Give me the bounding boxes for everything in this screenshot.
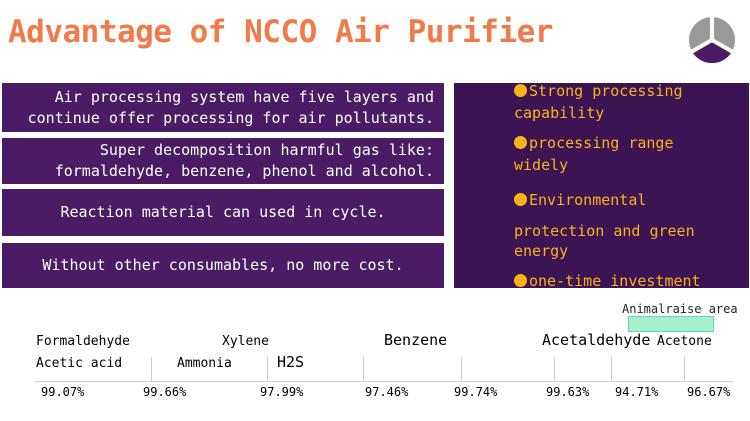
- advantage-text: processing range: [529, 134, 674, 152]
- percent-acetaldehyde: 99.63%: [546, 385, 590, 399]
- feature-box-reaction-material: Reaction material can used in cycle.: [2, 189, 444, 236]
- feature-text: Air processing system have five layers a…: [27, 87, 434, 127]
- advantage-item: processing range widely: [514, 132, 744, 176]
- bullet-dot-icon: [514, 274, 527, 287]
- advantage-item: one-time investment: [514, 270, 744, 288]
- bullet-dot-icon: [514, 84, 527, 97]
- percent-benzene: 97.46%: [365, 385, 409, 399]
- annotation-bracket: [628, 316, 714, 332]
- feature-box-no-consumables: Without other consumables, no more cost.: [2, 243, 444, 288]
- percent-formaldehyde-acetic-acid: 99.07%: [41, 385, 85, 399]
- percent-xylene-h2s: 97.99%: [260, 385, 304, 399]
- feature-text: Super decomposition harmful gas like: fo…: [54, 141, 434, 180]
- gas-label-h2s: H2S: [277, 353, 305, 371]
- gas-label-ammonia: Ammonia: [177, 356, 232, 371]
- advantage-text: Strong processing: [529, 83, 683, 100]
- feature-text: Without other consumables, no more cost.: [42, 256, 404, 274]
- advantage-item: Strong processing capability: [514, 83, 744, 124]
- timeline-tick: [684, 357, 685, 381]
- gas-label-benzene: Benzene: [384, 331, 448, 349]
- advantage-text: protection and green: [514, 222, 695, 240]
- percent-ammonia: 99.66%: [143, 385, 187, 399]
- gas-label-xylene: Xylene: [222, 334, 269, 349]
- percent-benzene-2: 99.74%: [454, 385, 498, 399]
- advantage-text: Environmental: [529, 191, 647, 209]
- bullet-dot-icon: [514, 193, 527, 206]
- timeline-tick: [363, 357, 364, 381]
- feature-box-harmful-gas: Super decomposition harmful gas like: fo…: [2, 138, 444, 184]
- percent-acetone-b: 96.67%: [687, 385, 731, 399]
- timeline-tick: [461, 357, 462, 381]
- timeline-tick: [151, 357, 152, 381]
- feature-text: Reaction material can used in cycle.: [60, 203, 386, 221]
- gas-label-acetaldehyde: Acetaldehyde: [542, 331, 651, 349]
- gas-label-acetic-acid: Acetic acid: [36, 356, 123, 371]
- advantages-panel: Strong processing capability processing …: [454, 83, 749, 288]
- gas-label-formaldehyde: Formaldehyde: [36, 334, 130, 349]
- advantage-text: energy: [514, 242, 569, 260]
- bullet-dot-icon: [514, 136, 527, 149]
- percent-acetone-a: 94.71%: [615, 385, 659, 399]
- timeline-tick: [611, 357, 612, 381]
- timeline-axis: [34, 381, 734, 382]
- feature-box-five-layers: Air processing system have five layers a…: [2, 83, 444, 132]
- advantage-text: one-time investment: [529, 272, 701, 288]
- advantage-item: Environmental protection and green: [514, 185, 744, 247]
- advantage-text: capability: [514, 104, 605, 122]
- timeline-tick: [554, 357, 555, 381]
- page-title: Advantage of NCCO Air Purifier: [8, 14, 553, 50]
- gas-label-acetone: Acetone: [657, 334, 712, 349]
- timeline-tick: [267, 357, 268, 381]
- tri-segment-circle-logo: [689, 17, 735, 64]
- annotation-label: Animalraise area: [622, 302, 738, 316]
- advantage-text: widely: [514, 156, 569, 174]
